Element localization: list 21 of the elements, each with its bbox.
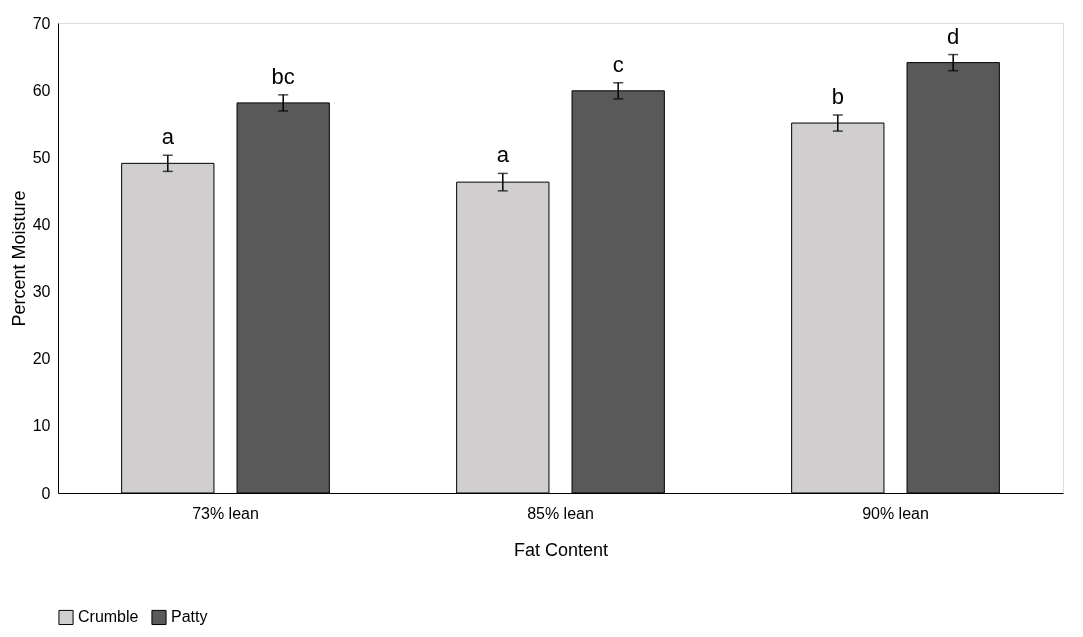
data-label: c xyxy=(612,51,624,77)
y-tick-label: 30 xyxy=(32,283,51,301)
y-tick-label: 20 xyxy=(32,350,51,368)
y-tick-label: 10 xyxy=(32,417,51,435)
data-label: bc xyxy=(271,63,295,89)
data-label: b xyxy=(831,83,844,109)
x-axis-title: Fat Content xyxy=(513,539,609,560)
x-tick-label: 90% lean xyxy=(862,504,929,522)
y-axis-title: Percent Moisture xyxy=(8,190,29,327)
y-tick-label: 0 xyxy=(41,484,51,502)
data-label: d xyxy=(947,23,960,49)
y-tick-label: 60 xyxy=(32,81,51,99)
y-tick-label: 70 xyxy=(32,14,51,32)
data-label: a xyxy=(161,124,175,150)
legend-label: Patty xyxy=(171,608,208,626)
data-label: a xyxy=(496,142,510,168)
y-tick-label: 50 xyxy=(32,148,51,166)
x-tick-label: 85% lean xyxy=(527,504,594,522)
legend-label: Crumble xyxy=(78,608,139,626)
x-tick-label: 73% lean xyxy=(192,504,259,522)
y-tick-label: 40 xyxy=(32,215,51,233)
